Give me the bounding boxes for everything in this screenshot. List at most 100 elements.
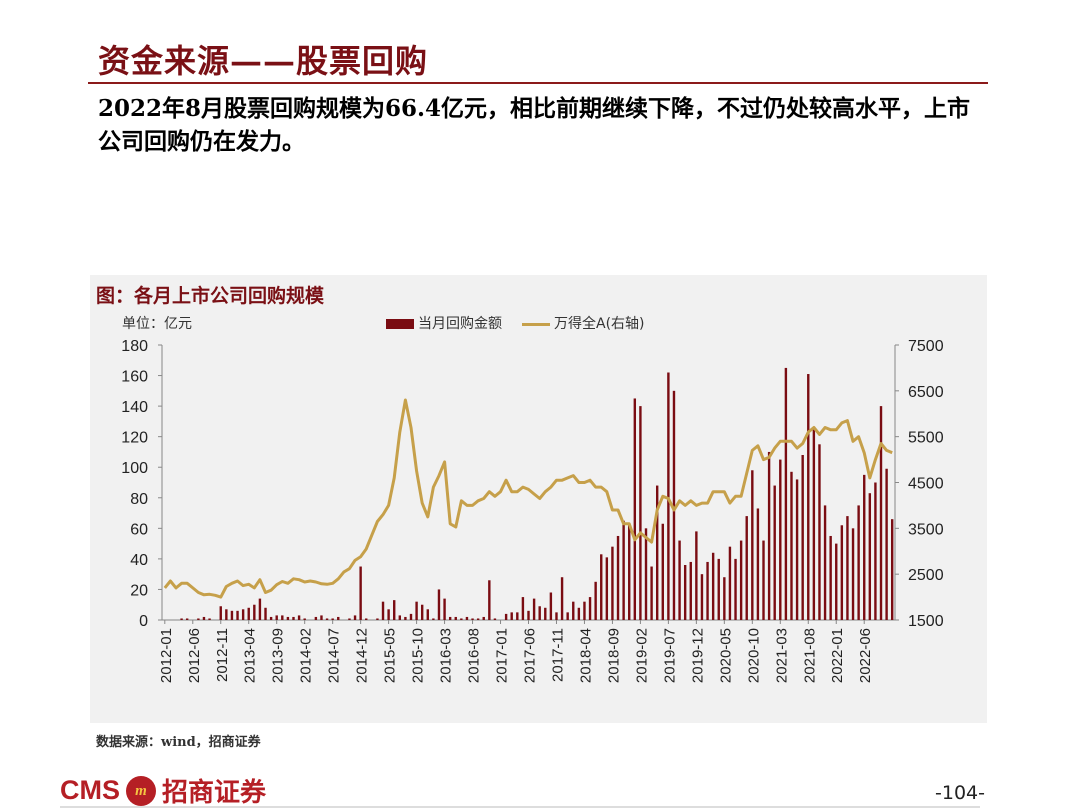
bar — [846, 516, 849, 620]
x-tick-label: 2022-01 — [829, 628, 846, 683]
x-tick-label: 2018-04 — [577, 628, 594, 683]
bar — [538, 606, 541, 620]
x-tick-label: 2022-06 — [857, 628, 874, 683]
left-tick-label: 180 — [121, 338, 148, 355]
right-tick-label: 6500 — [908, 384, 944, 401]
bar — [711, 552, 715, 620]
page-number: -104- — [935, 782, 985, 804]
bar — [633, 398, 637, 620]
bar — [264, 607, 267, 620]
bar — [678, 540, 681, 620]
cms-logo: CMS m 招商证券 — [60, 772, 266, 809]
bar — [532, 598, 536, 620]
chart-legend: 当月回购金额 万得全A(右轴) — [386, 313, 645, 333]
left-tick-label: 100 — [121, 460, 148, 477]
bar — [818, 444, 821, 620]
bar — [739, 540, 743, 620]
right-tick-label: 7500 — [908, 338, 944, 355]
bar — [230, 610, 234, 620]
wind-a-line — [163, 398, 893, 599]
bar — [560, 577, 564, 620]
bar — [650, 566, 653, 620]
bar — [460, 618, 463, 620]
right-tick-label: 4500 — [908, 476, 944, 493]
bar — [566, 612, 569, 620]
bar — [404, 616, 407, 620]
bar — [281, 615, 284, 620]
bar — [616, 535, 620, 620]
x-tick-label: 2016-03 — [438, 628, 455, 683]
bar — [331, 618, 334, 620]
bar — [622, 520, 625, 620]
x-tick-label: 2017-11 — [549, 628, 566, 682]
bar — [605, 557, 609, 620]
bar — [762, 540, 765, 620]
bar — [504, 613, 508, 620]
bar — [885, 468, 888, 620]
bar — [784, 367, 788, 620]
bar — [829, 535, 832, 620]
bar — [493, 618, 497, 620]
source-note: 数据来源：wind，招商证券 — [96, 735, 261, 750]
bar — [717, 558, 720, 620]
slide-title: 资金来源——股票回购 — [98, 42, 429, 80]
bar — [197, 618, 200, 620]
bar — [588, 597, 592, 620]
bar — [689, 561, 692, 620]
bar — [700, 574, 704, 620]
bar — [448, 616, 452, 620]
bar — [751, 470, 754, 620]
logo-chinese: 招商证券 — [162, 778, 267, 808]
bar — [644, 528, 648, 620]
x-tick-label: 2020-10 — [745, 628, 762, 683]
bar — [745, 516, 748, 620]
x-tick-label: 2015-05 — [382, 628, 399, 683]
title-divider — [88, 82, 988, 84]
x-tick-label: 2017-06 — [522, 628, 539, 683]
bar — [185, 618, 189, 620]
chart-plot: 0 20 40 60 80 100 120 140 160 180 1500 2500 3500 4500… — [121, 338, 944, 683]
bar — [359, 566, 362, 620]
left-tick-label: 60 — [130, 521, 148, 538]
logo-mark-icon: m — [126, 775, 156, 806]
bar — [409, 613, 413, 620]
bar — [857, 505, 860, 620]
bar — [337, 616, 340, 620]
left-tick-label: 20 — [130, 582, 148, 599]
bar — [516, 612, 519, 620]
x-tick-label: 2013-04 — [242, 628, 259, 683]
bar — [376, 618, 379, 620]
x-tick-label: 2012-11 — [214, 628, 231, 682]
bar — [549, 592, 553, 620]
logo-latin: CMS — [60, 775, 120, 805]
bar — [297, 615, 301, 620]
bar — [269, 616, 273, 620]
bar — [868, 493, 872, 620]
bar — [476, 618, 480, 620]
bar — [851, 528, 855, 620]
bar — [365, 618, 368, 620]
bar — [202, 616, 206, 620]
bar — [348, 618, 351, 620]
bar — [465, 616, 469, 620]
bar — [577, 607, 581, 620]
bar — [443, 598, 446, 620]
bar — [482, 616, 485, 620]
bar — [667, 372, 670, 620]
bar — [488, 580, 491, 620]
right-tick-label: 3500 — [908, 521, 944, 538]
legend-bar-label: 当月回购金额 — [418, 316, 502, 332]
right-tick-label: 1500 — [908, 613, 944, 630]
bar — [639, 406, 642, 620]
bar — [734, 558, 737, 620]
bar — [863, 474, 866, 620]
bar — [661, 523, 664, 620]
bar — [275, 615, 278, 620]
bar — [420, 604, 424, 620]
bar — [387, 609, 390, 620]
bar — [353, 615, 357, 620]
bar — [683, 565, 687, 620]
bar — [879, 406, 883, 620]
bar — [891, 519, 894, 620]
bar — [437, 589, 441, 620]
